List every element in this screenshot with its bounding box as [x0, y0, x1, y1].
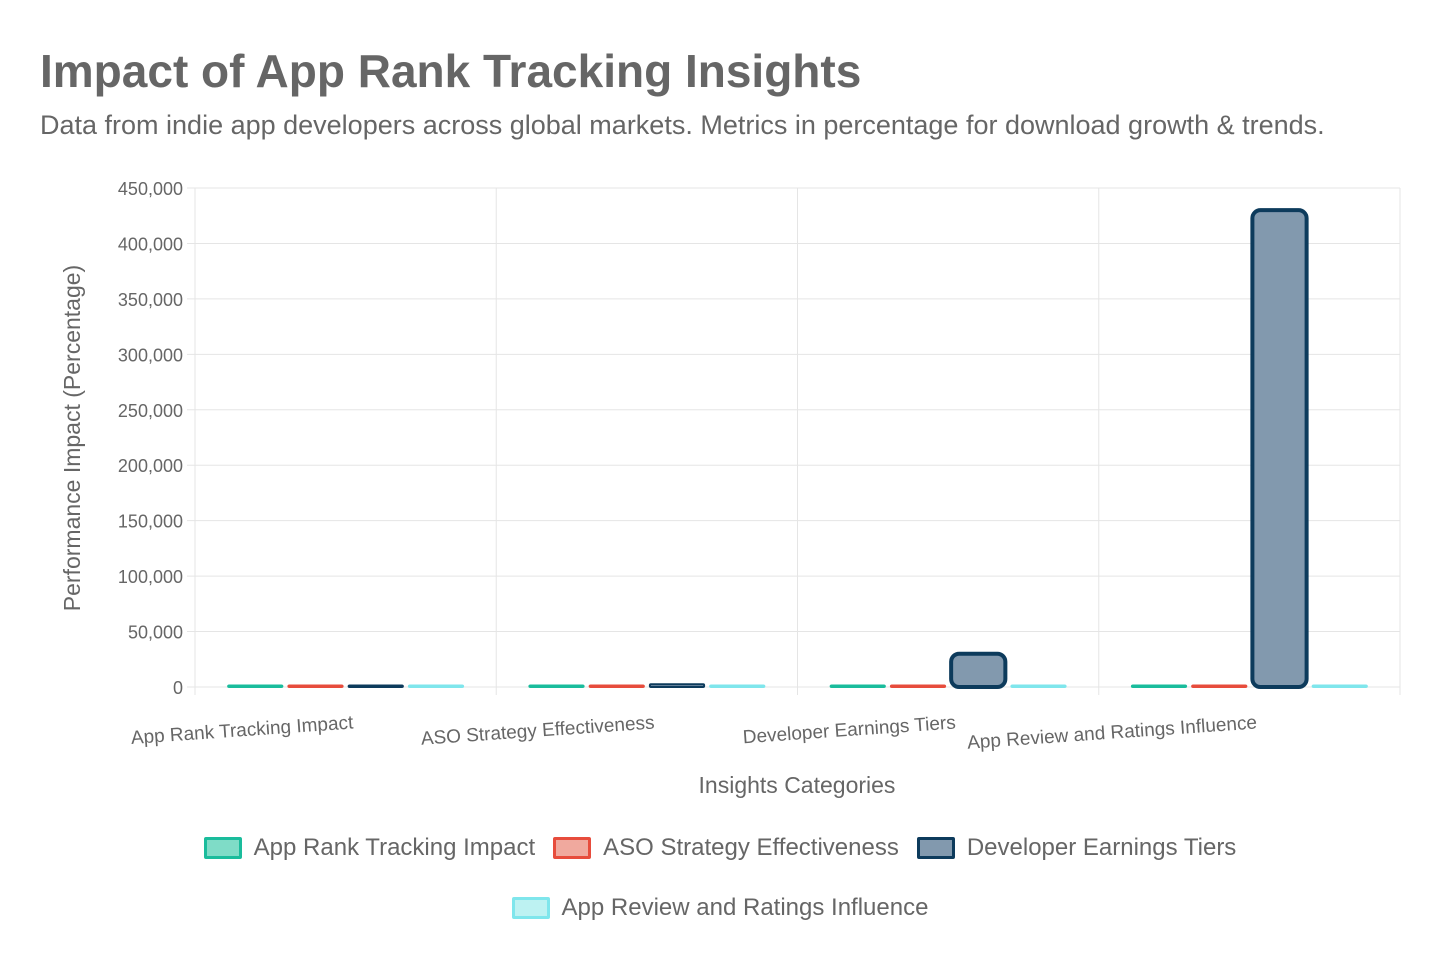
- bar: [227, 684, 284, 688]
- bar: [287, 684, 344, 688]
- y-tick-label: 150,000: [118, 512, 183, 532]
- legend-swatch: [916, 837, 955, 859]
- chart-title: Impact of App Rank Tracking Insights: [40, 45, 862, 97]
- legend-item[interactable]: App Rank Tracking Impact: [203, 834, 536, 862]
- legend-item[interactable]: App Review and Ratings Influence: [511, 894, 929, 922]
- bar: [1130, 684, 1188, 688]
- bar: [347, 684, 404, 688]
- bar: [588, 684, 645, 688]
- bar: [528, 684, 585, 688]
- y-tick-label: 200,000: [118, 456, 183, 476]
- bar: [1250, 208, 1309, 690]
- x-tick-label: App Review and Ratings Influence: [966, 712, 1257, 753]
- chart-subtitle: Data from indie app developers across gl…: [40, 110, 1325, 140]
- legend-label: App Review and Ratings Influence: [561, 894, 929, 921]
- bar: [1311, 684, 1368, 688]
- bar: [709, 684, 766, 688]
- legend-item[interactable]: Developer Earnings Tiers: [916, 834, 1237, 862]
- y-tick-label: 100,000: [118, 567, 183, 587]
- bars: [227, 208, 1368, 690]
- legend-swatch: [511, 897, 550, 919]
- legend-swatch: [203, 837, 242, 859]
- legend-label: ASO Strategy Effectiveness: [603, 834, 899, 861]
- y-axis-ticks: 0 50,000 100,000 150,000 200,000 250,000 300,0…: [118, 179, 183, 698]
- y-tick-label: 300,000: [118, 345, 183, 365]
- y-tick-label: 450,000: [118, 179, 183, 199]
- y-tick-label: 250,000: [118, 401, 183, 421]
- bar: [1191, 684, 1248, 688]
- x-tick-label: App Rank Tracking Impact: [130, 712, 354, 749]
- legend-item[interactable]: ASO Strategy Effectiveness: [553, 834, 899, 862]
- x-axis-ticks: App Rank Tracking Impact ASO Strategy Eff…: [130, 712, 1258, 753]
- bar: [407, 684, 465, 688]
- bar: [949, 651, 1008, 690]
- y-tick-label: 50,000: [128, 623, 183, 643]
- y-tick-label: 350,000: [118, 290, 183, 310]
- x-tick-label: Developer Earnings Tiers: [742, 712, 956, 748]
- bar-chart: 0 50,000 100,000 150,000 200,000 250,000 300,0…: [59, 179, 1401, 798]
- bar: [889, 684, 947, 688]
- y-tick-label: 400,000: [118, 234, 183, 254]
- legend-label: Developer Earnings Tiers: [966, 834, 1237, 861]
- y-tick-label: 0: [173, 678, 183, 698]
- y-axis-label: Performance Impact (Percentage): [59, 265, 85, 611]
- bar: [1010, 684, 1067, 688]
- legend-label: App Rank Tracking Impact: [253, 834, 536, 861]
- bar: [648, 683, 706, 689]
- legend: App Rank Tracking Impact ASO Strategy Eff…: [0, 834, 1440, 922]
- x-tick-label: ASO Strategy Effectiveness: [420, 712, 655, 749]
- grid-lines: [187, 187, 1401, 695]
- legend-swatch: [553, 837, 592, 859]
- x-axis-label: Insights Categories: [699, 772, 896, 798]
- bar: [829, 684, 886, 688]
